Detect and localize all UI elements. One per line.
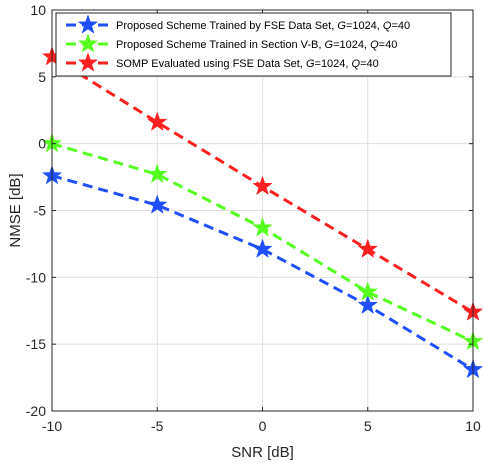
x-tick-label: 0 <box>259 418 267 434</box>
x-tick-label: -5 <box>151 418 164 434</box>
data-point-star <box>252 175 273 196</box>
data-point-star <box>147 163 168 184</box>
legend: Proposed Scheme Trained by FSE Data Set,… <box>55 12 452 77</box>
data-point-star <box>357 238 378 258</box>
y-tick-label: -15 <box>26 336 46 352</box>
x-axis-label: SNR [dB] <box>231 444 294 461</box>
x-tick-label: 10 <box>465 418 481 434</box>
legend-label: Proposed Scheme Trained in Section V-B, … <box>116 39 397 51</box>
series-line <box>51 174 474 371</box>
y-axis-label: NMSE [dB] <box>7 173 24 247</box>
legend-swatch-star <box>77 14 99 34</box>
y-tick-label: 0 <box>38 136 46 152</box>
legend-entry-3: SOMP Evaluated using FSE Data Set, G=102… <box>66 52 379 72</box>
legend-entry-2: Proposed Scheme Trained in Section V-B, … <box>66 33 397 53</box>
legend-label: Proposed Scheme Trained by FSE Data Set,… <box>116 20 410 32</box>
x-tick-label: -10 <box>42 418 62 434</box>
data-point-star <box>147 194 168 214</box>
legend-entry-1: Proposed Scheme Trained by FSE Data Set,… <box>66 14 410 34</box>
data-point-star <box>357 281 378 301</box>
x-tick-label: 5 <box>364 418 372 434</box>
y-tick-label: 10 <box>30 2 46 18</box>
legend-swatch-star <box>77 33 99 53</box>
data-point-star <box>252 217 273 237</box>
data-point-star <box>147 111 168 131</box>
legend-label: SOMP Evaluated using FSE Data Set, G=102… <box>116 58 379 70</box>
legend-swatch-star <box>77 52 99 72</box>
y-tick-label: -5 <box>34 203 47 219</box>
grid-lines <box>51 9 474 412</box>
data-point-star <box>252 238 273 258</box>
axis-ticks: -10 -5 0 5 10 10 5 0 -5 -10 -15 -20 <box>26 2 481 434</box>
y-tick-label: -20 <box>26 403 46 419</box>
y-tick-label: 5 <box>38 69 46 85</box>
data-point-star <box>357 294 378 315</box>
y-tick-label: -10 <box>26 269 46 285</box>
legend-box <box>55 12 452 77</box>
